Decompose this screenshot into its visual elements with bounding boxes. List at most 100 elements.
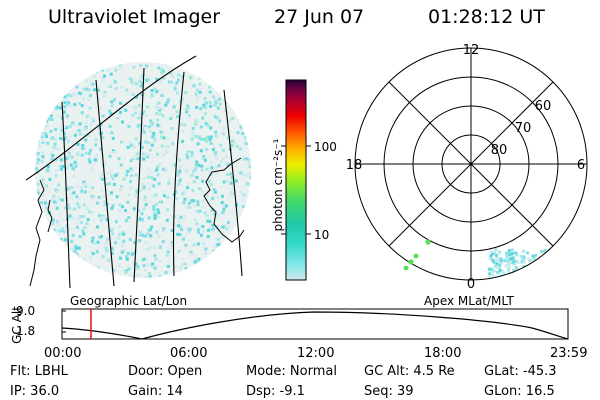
emission-pixel	[142, 177, 145, 181]
emission-pixel	[202, 242, 206, 246]
emission-pixel	[170, 72, 174, 76]
emission-pixel	[135, 190, 139, 194]
mlt-label: 18	[346, 158, 363, 173]
emission-pixel	[189, 199, 193, 203]
emission-pixel	[239, 125, 243, 129]
emission-pixel	[225, 173, 229, 176]
emission-pixel	[65, 143, 69, 147]
emission-pixel	[216, 106, 220, 110]
emission-pixel	[126, 169, 130, 173]
emission-pixel	[103, 241, 106, 244]
coastline-east	[203, 157, 245, 243]
emission-pixel	[96, 88, 100, 92]
emission-pixel	[189, 76, 193, 80]
emission-pixel	[214, 244, 218, 248]
emission-pixel	[110, 131, 114, 135]
emission-pixel	[58, 266, 62, 270]
emission-pixel	[231, 116, 235, 120]
emission-pixel	[194, 135, 198, 138]
emission-pixel	[199, 87, 202, 91]
emission-pixel	[111, 204, 115, 208]
emission-pixel	[88, 113, 92, 117]
emission-pixel	[499, 261, 503, 265]
emission-pixel	[66, 93, 70, 97]
emission-pixel	[71, 227, 75, 230]
emission-pixel	[53, 74, 56, 78]
emission-pixel	[138, 141, 142, 145]
emission-pixel	[40, 216, 44, 220]
emission-pixel	[111, 227, 115, 230]
emission-pixel	[35, 195, 39, 199]
ip-info: IP: 36.0	[10, 384, 60, 399]
emission-pixel	[190, 174, 194, 177]
emission-pixel	[176, 173, 180, 177]
emission-pixel	[53, 97, 57, 101]
emission-pixel	[95, 250, 99, 254]
emission-pixel	[185, 153, 189, 157]
emission-pixel	[53, 228, 57, 232]
emission-pixel	[208, 170, 212, 174]
emission-pixel	[129, 187, 133, 191]
emission-pixel	[93, 239, 97, 243]
emission-pixel	[40, 216, 44, 220]
emission-pixel	[204, 101, 208, 105]
emission-pixel	[143, 125, 147, 129]
emission-pixel	[545, 273, 549, 277]
emission-pixel	[62, 250, 65, 254]
emission-pixel	[192, 199, 196, 203]
emission-pixel	[127, 263, 131, 267]
emission-pixel	[81, 144, 85, 147]
emission-pixel	[508, 266, 512, 269]
emission-pixel	[211, 223, 215, 227]
gain-info: Gain: 14	[128, 384, 183, 399]
emission-pixel	[145, 78, 149, 82]
emission-pixel	[222, 207, 226, 211]
emission-pixel	[146, 232, 150, 236]
emission-pixel	[154, 193, 158, 197]
emission-pixel	[231, 139, 235, 143]
emission-pixel	[213, 76, 217, 80]
emission-pixel	[72, 174, 76, 178]
emission-pixel	[240, 62, 244, 66]
emission-pixel	[41, 151, 44, 155]
emission-pixel	[249, 68, 251, 72]
emission-pixel	[222, 252, 226, 256]
emission-pixel	[134, 106, 138, 110]
emission-pixel	[45, 135, 48, 138]
emission-pixel	[139, 76, 143, 80]
emission-pixel	[75, 74, 78, 78]
emission-pixel	[566, 269, 570, 273]
emission-pixel	[181, 192, 185, 196]
emission-pixel	[41, 178, 45, 181]
emission-pixel	[84, 66, 88, 70]
emission-pixel	[134, 262, 138, 266]
emission-pixel	[88, 160, 92, 164]
emission-pixel	[154, 257, 158, 261]
timeline-frame	[61, 308, 569, 340]
emission-pixel	[247, 119, 251, 123]
emission-pixel	[230, 211, 234, 215]
emission-pixel	[93, 88, 97, 92]
emission-pixel	[93, 227, 97, 231]
emission-pixel	[125, 88, 129, 92]
emission-pixel	[71, 121, 75, 125]
emission-pixel	[179, 225, 183, 229]
emission-pixel	[203, 211, 207, 215]
emission-pixel	[141, 145, 144, 149]
emission-pixel	[63, 238, 67, 242]
emission-pixel	[498, 269, 502, 272]
emission-pixel	[162, 167, 165, 171]
emission-pixel	[200, 70, 204, 74]
emission-pixel	[101, 177, 105, 181]
emission-pixel	[72, 191, 76, 195]
emission-pixel	[488, 257, 492, 261]
emission-pixel	[165, 101, 169, 104]
emission-pixel	[142, 198, 146, 202]
emission-pixel	[129, 143, 133, 147]
emission-pixel	[152, 170, 156, 174]
emission-pixel	[226, 271, 230, 275]
emission-pixel	[114, 87, 118, 90]
emission-pixel	[189, 65, 193, 69]
emission-pixel	[122, 232, 126, 236]
emission-pixel	[74, 154, 78, 158]
